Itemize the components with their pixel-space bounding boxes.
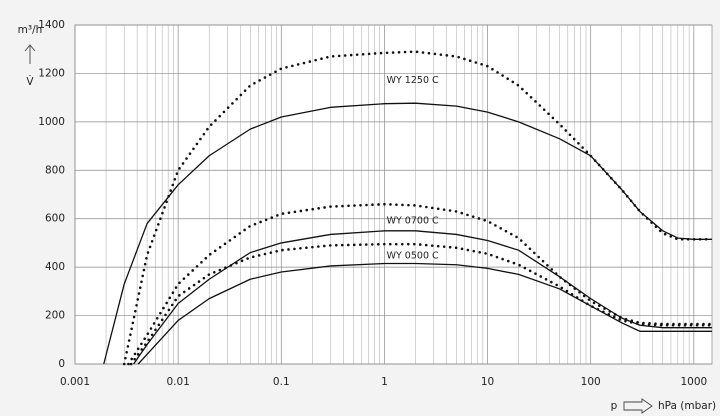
curve-label: WY 0700 C bbox=[387, 216, 439, 227]
series-line bbox=[103, 102, 712, 365]
y-tick-label: 200 bbox=[45, 310, 65, 322]
x-tick-label: 0.01 bbox=[166, 376, 189, 388]
y-tick-label: 800 bbox=[45, 164, 65, 176]
y-tick-label: 1200 bbox=[38, 67, 65, 79]
plot-border bbox=[74, 24, 713, 365]
y-tick-label: 1400 bbox=[38, 19, 65, 31]
y-unit: m³/h bbox=[18, 24, 43, 36]
y-tick-label: 400 bbox=[45, 261, 65, 273]
curve-label: WY 1250 C bbox=[387, 75, 439, 86]
curve-label: WY 0500 C bbox=[387, 251, 439, 262]
series-line bbox=[127, 202, 714, 366]
x-tick-label: 0.001 bbox=[60, 376, 90, 388]
y-symbol: V̇ bbox=[26, 75, 34, 88]
x-tick-label: 1000 bbox=[680, 376, 707, 388]
series-line bbox=[122, 50, 714, 366]
x-tick-label: 100 bbox=[581, 376, 601, 388]
y-tick-label: 1000 bbox=[38, 116, 65, 128]
series-line bbox=[137, 262, 712, 365]
series-line bbox=[129, 242, 714, 366]
x-tick-label: 0.1 bbox=[273, 376, 290, 388]
x-arrow bbox=[623, 398, 653, 414]
x-unit: hPa (mbar) bbox=[658, 400, 716, 412]
x-symbol: p bbox=[611, 400, 618, 412]
x-tick-label: 1 bbox=[381, 376, 388, 388]
y-arrow bbox=[24, 44, 36, 64]
y-tick-label: 0 bbox=[58, 358, 65, 370]
x-tick-label: 10 bbox=[481, 376, 494, 388]
y-tick-label: 600 bbox=[45, 213, 65, 225]
